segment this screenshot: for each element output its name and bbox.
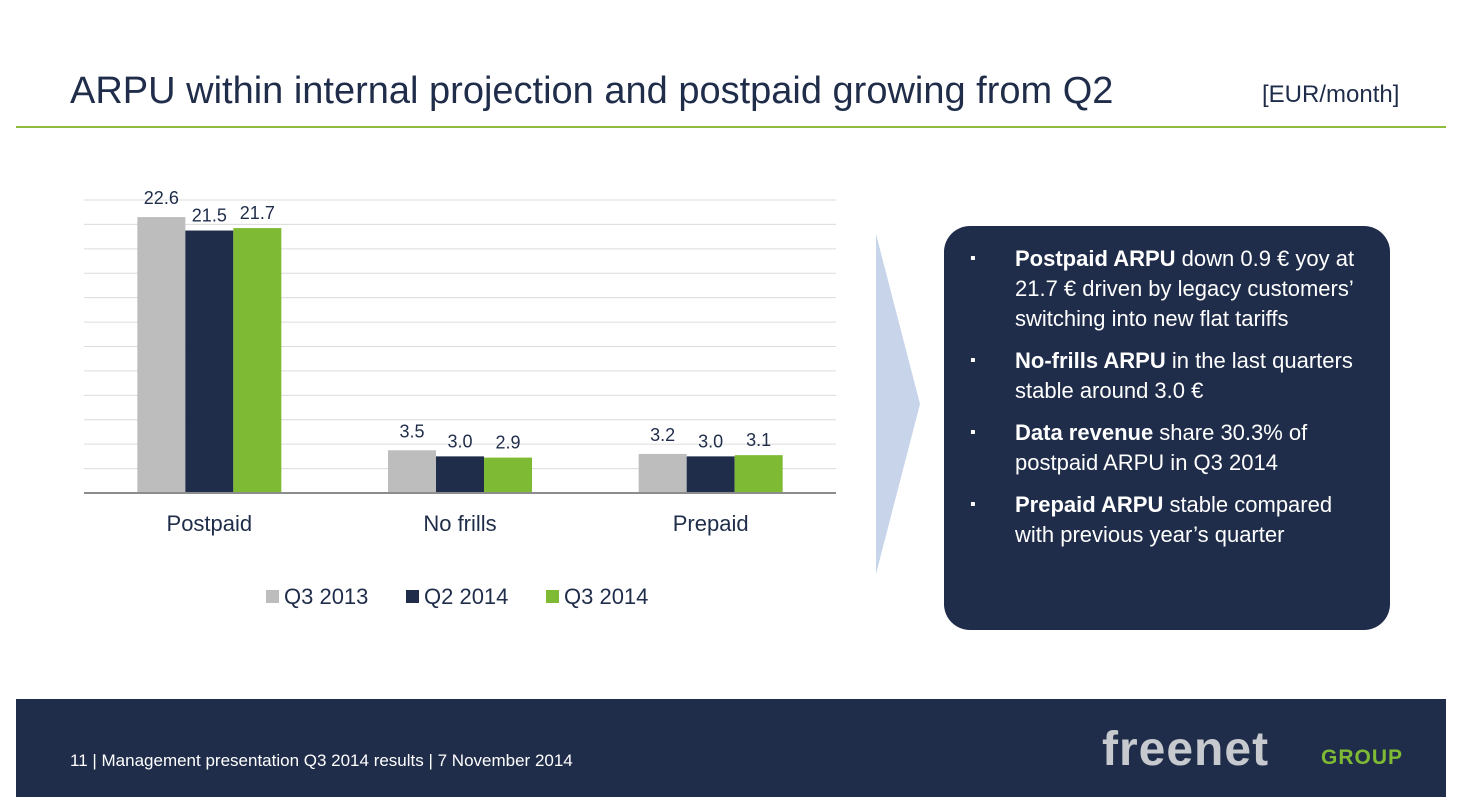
slide-title: ARPU within internal projection and post…: [70, 70, 1114, 112]
chart-bars: [137, 217, 783, 494]
bar-value-label: 3.0: [698, 431, 723, 451]
chart-legend: Q3 2013 Q2 2014 Q3 2014: [266, 584, 648, 609]
bar-value-label: 3.2: [650, 425, 675, 445]
bar-value-label: 3.1: [746, 430, 771, 450]
key-points-list: ▪ Postpaid ARPU down 0.9 € yoy at 21.7 €…: [970, 244, 1360, 550]
legend-swatch: [406, 590, 419, 603]
footer-text: 11 | Management presentation Q3 2014 res…: [70, 751, 573, 770]
key-point-item: ▪ Prepaid ARPU stable compared with prev…: [970, 490, 1360, 550]
chart-value-labels: 22.6 21.5 21.7 3.5 3.0 2.9 3.2 3.0 3.1: [144, 188, 771, 453]
bullet-square-icon: ▪: [970, 424, 976, 441]
title-divider: [16, 126, 1446, 128]
key-point-text: in the last quarters stable around 3.0 €: [1015, 348, 1353, 403]
key-point-text: share 30.3% of postpaid ARPU in Q3 2014: [1015, 420, 1308, 475]
unit-label: [EUR/month]: [1262, 81, 1400, 108]
bar-value-label: 2.9: [495, 433, 520, 453]
bar-value-label: 3.0: [447, 431, 472, 451]
legend-label: Q3 2014: [564, 584, 648, 609]
bullet-square-icon: ▪: [970, 496, 976, 513]
category-label: No frills: [423, 511, 496, 536]
key-point-item: ▪ Postpaid ARPU down 0.9 € yoy at 21.7 €…: [970, 244, 1360, 334]
footer-bar: 11 | Management presentation Q3 2014 res…: [16, 699, 1446, 797]
key-point-text: stable compared with previous year’s qua…: [1015, 492, 1333, 547]
legend-swatch: [546, 590, 559, 603]
legend-label: Q3 2013: [284, 584, 368, 609]
category-label: Prepaid: [673, 511, 749, 536]
bar-value-label: 22.6: [144, 188, 179, 208]
bar-q3-2013: [137, 217, 186, 493]
bar-q2-2014: [686, 456, 735, 493]
bar-value-label: 3.5: [399, 421, 424, 441]
legend-swatch: [266, 590, 279, 603]
arpu-bar-chart: 22.6 21.5 21.7 3.5 3.0 2.9 3.2 3.0 3.1 Postpaid N…: [84, 188, 836, 609]
arrow-chevron-icon: [876, 234, 920, 574]
legend-label: Q2 2014: [424, 584, 508, 609]
key-point-bold: Data revenue: [1015, 420, 1154, 445]
bar-value-label: 21.5: [192, 206, 227, 226]
bar-q3-2013: [638, 453, 687, 493]
bar-q3-2014: [734, 455, 783, 493]
bar-value-label: 21.7: [240, 203, 275, 223]
bar-q2-2014: [185, 230, 234, 494]
category-label: Postpaid: [167, 511, 253, 536]
key-point-item: ▪ No-frills ARPU in the last quarters st…: [970, 346, 1360, 406]
key-point-bold: No-frills ARPU: [1015, 348, 1166, 373]
logo-group-text: GROUP: [1321, 746, 1403, 769]
key-point-bold: Prepaid ARPU: [1015, 492, 1164, 517]
key-point-text: down 0.9 € yoy at 21.7 € driven by legac…: [1015, 246, 1355, 331]
key-point-bold: Postpaid ARPU: [1015, 246, 1176, 271]
logo-wordmark: freenet: [1102, 723, 1269, 776]
freenet-group-logo: freenet GROUP: [1102, 723, 1403, 776]
bullet-square-icon: ▪: [970, 250, 976, 267]
bullet-square-icon: ▪: [970, 352, 976, 369]
bar-q3-2014: [484, 457, 532, 493]
bar-q3-2013: [388, 450, 436, 493]
bar-q3-2014: [233, 228, 282, 493]
key-points-panel: ▪ Postpaid ARPU down 0.9 € yoy at 21.7 €…: [944, 226, 1390, 630]
chart-category-labels: Postpaid No frills Prepaid: [167, 511, 749, 536]
bar-q2-2014: [436, 456, 484, 493]
key-point-item: ▪ Data revenue share 30.3% of postpaid A…: [970, 418, 1360, 478]
